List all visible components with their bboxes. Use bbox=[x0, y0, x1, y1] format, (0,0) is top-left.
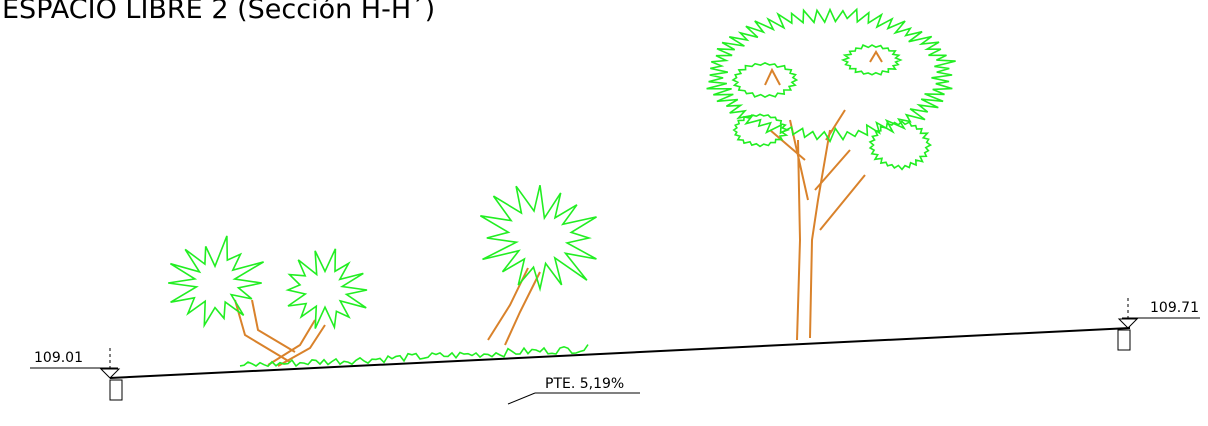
tree-crown bbox=[732, 113, 791, 148]
slope-label: PTE. 5,19% bbox=[545, 376, 624, 392]
grass bbox=[239, 344, 589, 368]
slope-arrow bbox=[507, 392, 640, 405]
drawing-title: ESPACIO LIBRE 2 (Sección H-H´) bbox=[2, 0, 435, 25]
level-right: 109.71 bbox=[1150, 300, 1199, 316]
vegetation bbox=[168, 7, 956, 368]
tree-crown bbox=[706, 7, 956, 144]
level-left: 109.01 bbox=[34, 350, 83, 366]
ground-line bbox=[109, 327, 1131, 379]
tree-crown bbox=[731, 62, 799, 99]
palm-crown bbox=[285, 248, 368, 331]
tree-crown bbox=[840, 44, 903, 76]
palm-crown bbox=[479, 185, 597, 292]
palm-crown bbox=[168, 235, 265, 329]
level-marker-right bbox=[1117, 298, 1200, 351]
level-marker-left bbox=[30, 348, 123, 401]
tree-trunks bbox=[234, 50, 883, 367]
tree-crown bbox=[868, 120, 933, 171]
